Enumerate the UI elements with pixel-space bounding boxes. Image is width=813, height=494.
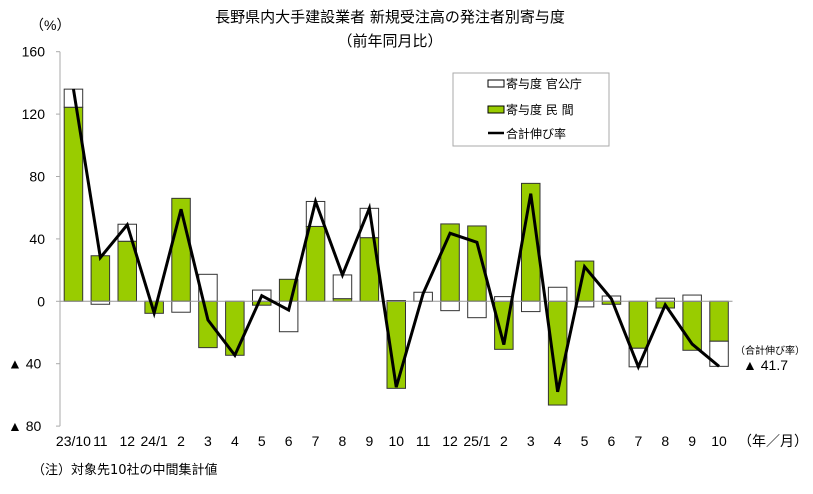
annotation-value: ▲ 41.7 bbox=[743, 357, 788, 373]
y-tick-label: 80 bbox=[29, 169, 45, 185]
x-tick-label: 9 bbox=[688, 433, 696, 449]
y-tick-label: ▲ 40 bbox=[8, 356, 42, 372]
x-tick-label: 11 bbox=[416, 433, 431, 449]
bar-private bbox=[198, 300, 218, 349]
legend-label-private: 寄与度 民 間 bbox=[506, 102, 574, 117]
x-tick-label: 3 bbox=[527, 433, 535, 449]
bar-private bbox=[305, 225, 326, 302]
chart-title: 長野県内大手建設業者 新規受注高の発注者別寄与度 bbox=[215, 8, 565, 26]
x-tick-label: 6 bbox=[285, 433, 293, 449]
bar-public bbox=[521, 300, 541, 313]
x-tick-label: 2 bbox=[500, 433, 508, 449]
legend-box bbox=[452, 72, 610, 147]
x-tick-label: 7 bbox=[634, 433, 642, 449]
x-tick-label: 10 bbox=[388, 433, 404, 449]
x-tick-label: 23/10 bbox=[56, 433, 91, 449]
annotation-label: （合計伸び率） bbox=[735, 344, 805, 357]
legend-swatch-private bbox=[487, 105, 505, 114]
bar-public bbox=[467, 300, 487, 319]
x-tick-label: 7 bbox=[312, 433, 320, 449]
x-tick-label: 8 bbox=[339, 433, 347, 449]
x-tick-label: 5 bbox=[258, 433, 266, 449]
x-tick-label: 4 bbox=[554, 433, 562, 449]
y-tick-label: 120 bbox=[22, 106, 46, 122]
x-tick-label: 9 bbox=[365, 433, 373, 449]
x-tick-label: 12 bbox=[119, 433, 135, 449]
legend-label-public: 寄与度 官公庁 bbox=[506, 76, 582, 91]
bar-public bbox=[171, 300, 191, 313]
y-tick-label: 160 bbox=[22, 44, 46, 60]
bar-public bbox=[547, 286, 568, 302]
x-tick-label: 4 bbox=[231, 433, 239, 449]
bar-public bbox=[440, 300, 460, 312]
x-tick-label: 25/1 bbox=[463, 433, 490, 449]
bar-public bbox=[682, 294, 702, 302]
y-tick-label: 0 bbox=[37, 293, 45, 309]
bar-private bbox=[252, 300, 272, 306]
legend-swatch-public bbox=[487, 79, 505, 88]
chart-subtitle: （前年同月比） bbox=[337, 32, 443, 50]
x-axis-label: （年／月） bbox=[738, 433, 808, 449]
legend-label-total: 合計伸び率 bbox=[506, 126, 566, 141]
bar-private bbox=[709, 300, 729, 342]
x-tick-label: 10 bbox=[711, 433, 727, 449]
y-axis-label: （%） bbox=[30, 17, 70, 33]
y-tick-label: 40 bbox=[29, 231, 45, 247]
x-tick-label: 12 bbox=[442, 433, 458, 449]
x-tick-label: 8 bbox=[661, 433, 669, 449]
x-tick-label: 2 bbox=[177, 433, 185, 449]
legend: 寄与度 官公庁 寄与度 民 間 合計伸び率 bbox=[452, 72, 610, 147]
footnote: （注）対象先10社の中間集計値 bbox=[32, 463, 218, 478]
x-tick-label: 5 bbox=[581, 433, 589, 449]
y-tick-label: ▲ 80 bbox=[8, 418, 42, 434]
x-tick-label: 24/1 bbox=[141, 433, 168, 449]
x-tick-label: 11 bbox=[93, 433, 108, 449]
x-tick-label: 6 bbox=[608, 433, 616, 449]
bar-private bbox=[628, 300, 649, 349]
bar-private bbox=[90, 255, 111, 302]
x-tick-label: 3 bbox=[204, 433, 212, 449]
